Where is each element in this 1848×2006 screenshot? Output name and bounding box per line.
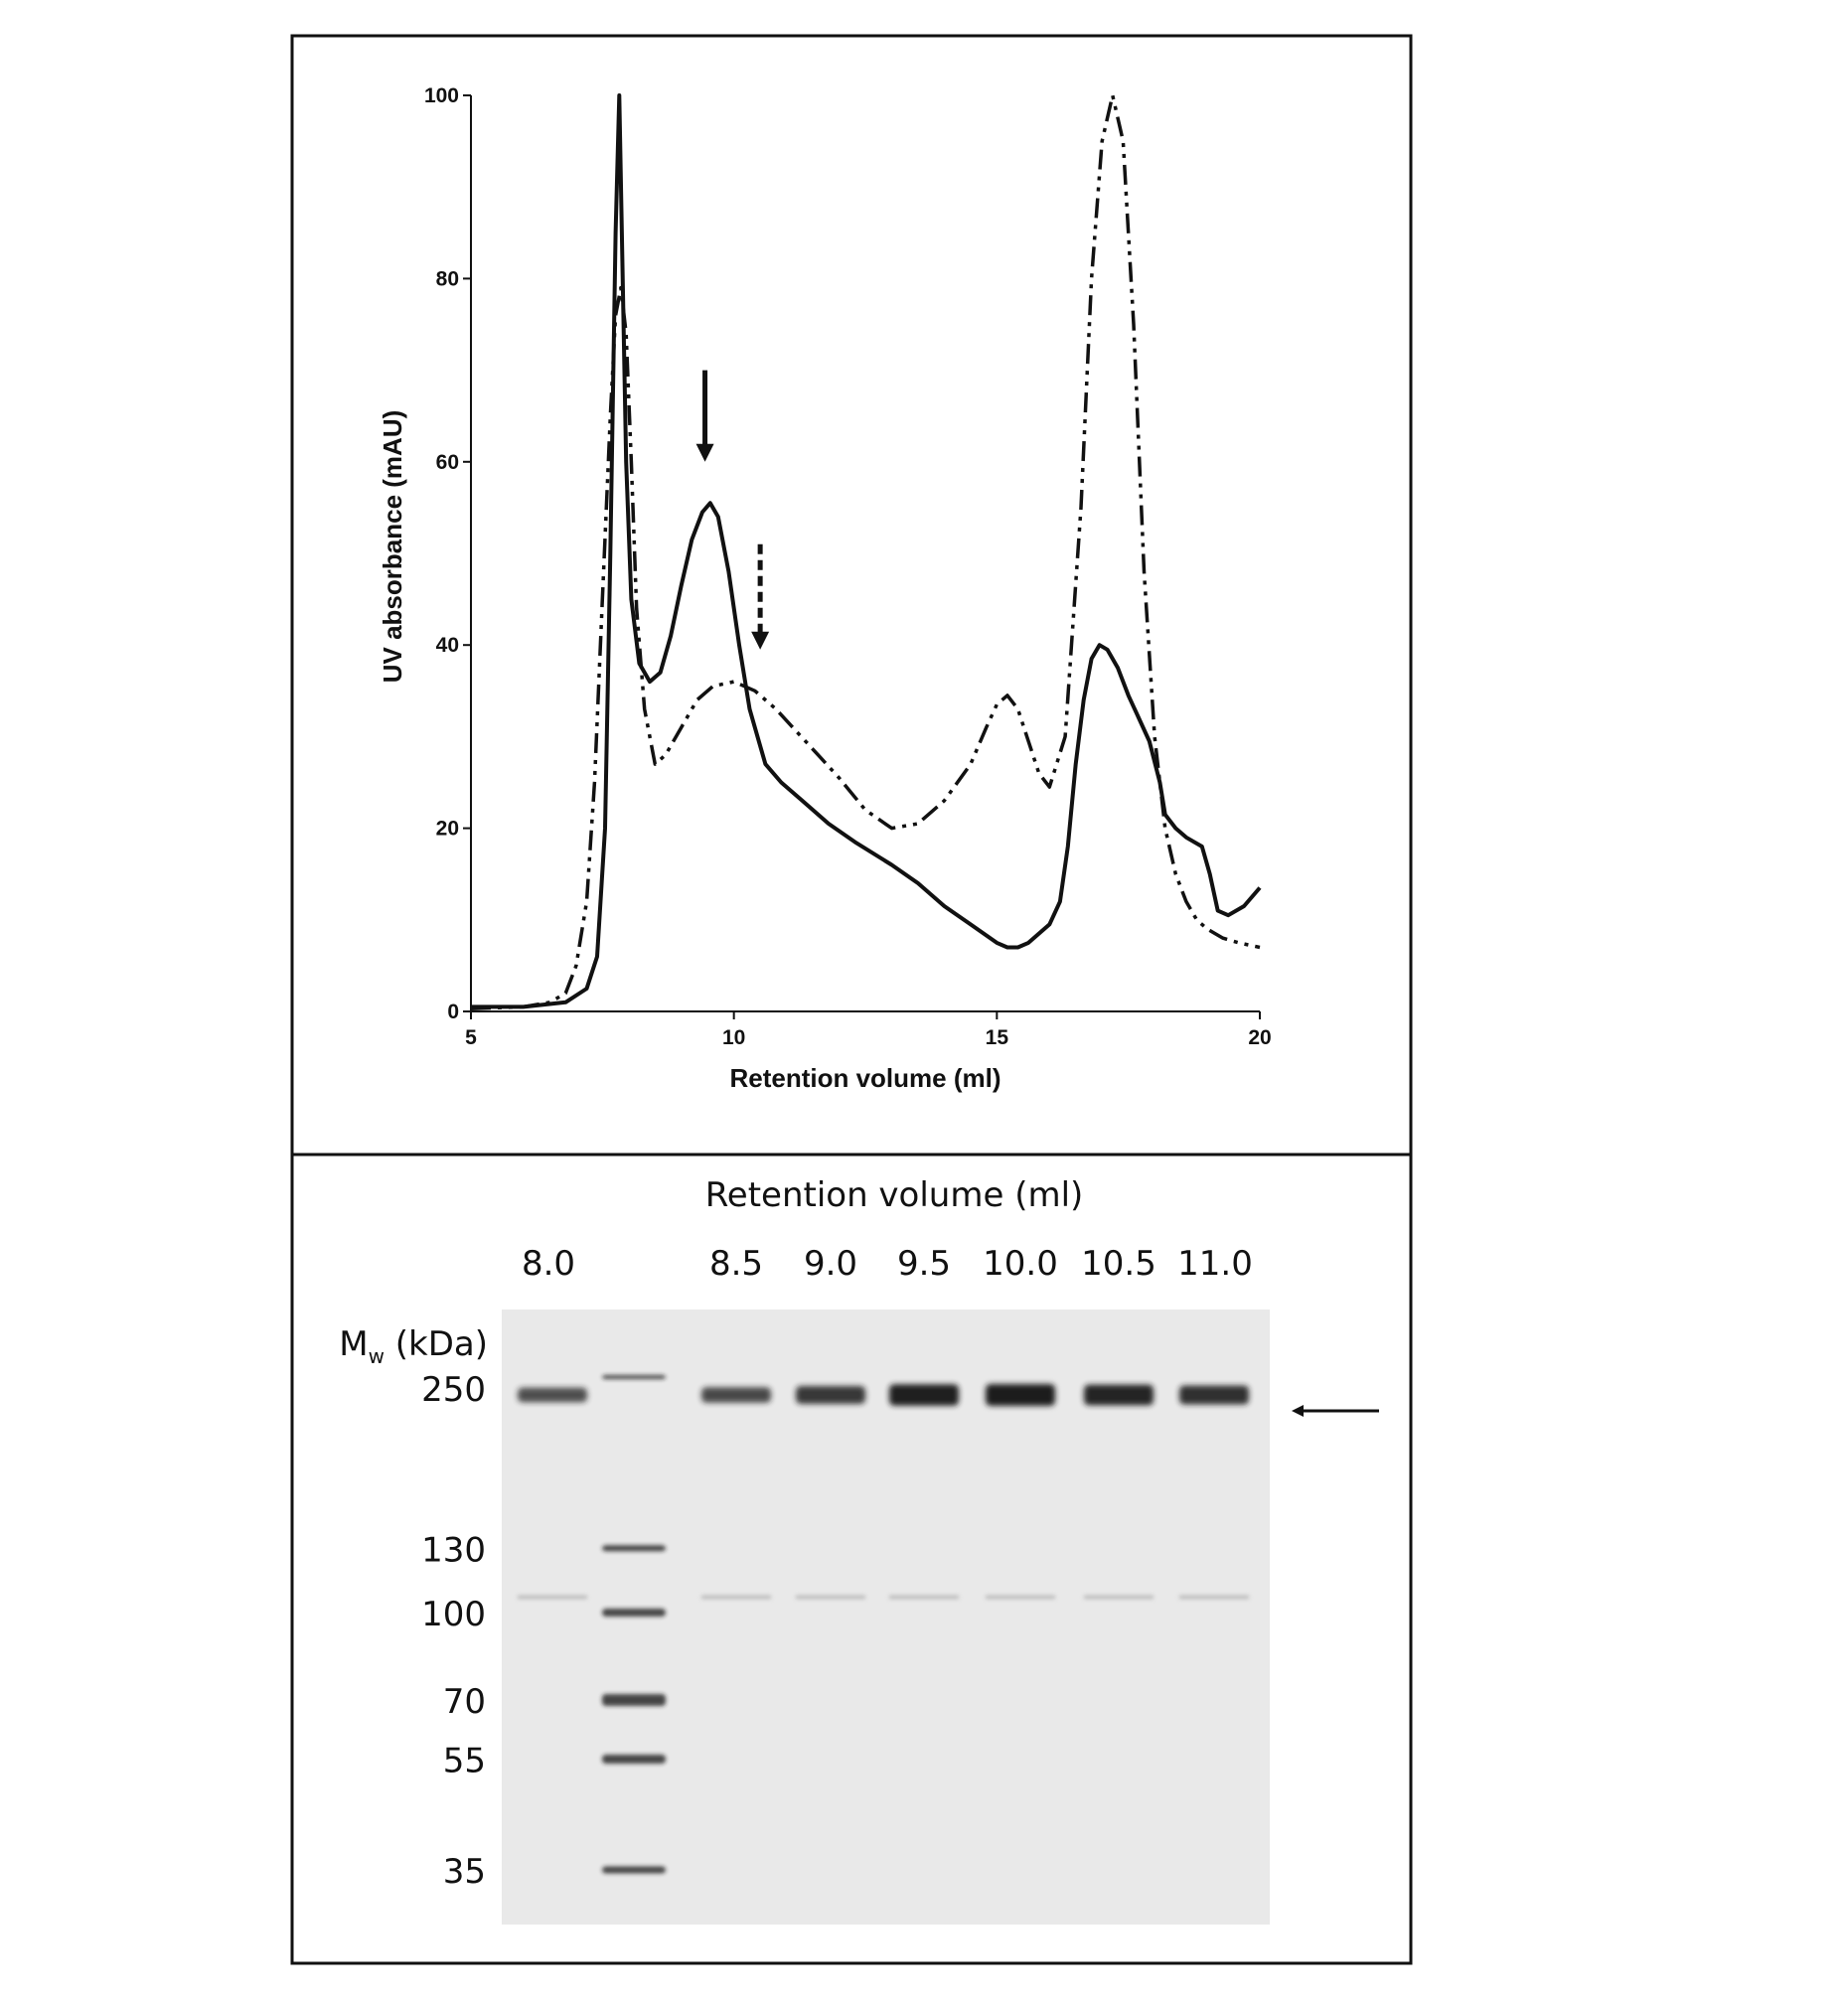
faint-band [518,1596,587,1599]
gel-lane-label: 8.5 [709,1244,763,1284]
sample-band [889,1384,959,1406]
faint-band [1179,1596,1249,1599]
gel-marker-labels: 250 130 100 70 55 35 [421,1370,486,1892]
sample-band [518,1387,587,1403]
gel-lane-label: 10.0 [983,1244,1058,1284]
faint-band [1084,1596,1154,1599]
gel-marker-label: 55 [443,1742,486,1781]
gel-lane-labels: 8.0 8.5 9.0 9.5 10.0 10.5 11.0 [522,1244,1253,1284]
gel-lane-label: 10.5 [1081,1244,1156,1284]
mw-label-unit: (kDa) [385,1324,488,1364]
chromatogram-chart: 0 20 40 60 80 100 5 10 15 20 Retention volume (m… [378,84,1272,1093]
y-tick-label: 60 [436,451,459,474]
ladder-band [602,1755,666,1765]
gel-panel-border [290,1153,1413,1965]
sample-band [796,1386,865,1404]
gel-title: Retention volume (ml) [705,1175,1084,1215]
faint-band [889,1596,959,1599]
ladder-band [602,1545,666,1552]
gel-marker-label: 35 [443,1852,486,1892]
x-axis-title: Retention volume (ml) [729,1063,1001,1093]
ladder-band [602,1375,666,1379]
series-group [470,93,1262,1010]
x-ticks: 5 10 15 20 [465,1011,1272,1049]
gel-lane-label: 8.0 [522,1244,575,1284]
mw-label-main: M [339,1324,368,1364]
faint-band [701,1596,771,1599]
sample-band [1084,1384,1154,1406]
y-tick-label: 40 [436,634,459,657]
y-tick-label: 20 [436,818,459,841]
y-tick-label: 100 [424,84,459,107]
arrow-head [751,631,770,650]
x-tick-label: 15 [986,1026,1009,1049]
sample-band [1179,1385,1249,1405]
gel-lane-label: 9.0 [804,1244,857,1284]
gel-lane-label: 9.5 [897,1244,951,1284]
ladder-band [602,1609,666,1618]
mw-label-sub: w [369,1344,385,1368]
ladder-band [602,1866,666,1874]
chart-panel-border [290,34,1413,1157]
y-ticks: 0 20 40 60 80 100 [424,84,471,1023]
annotation-group [695,370,770,650]
sample-band [986,1384,1055,1406]
x-tick-label: 5 [465,1026,477,1049]
gel-marker-label: 70 [443,1682,486,1722]
series-line-dash-dot-dot [470,93,1261,1010]
gel-ladder [602,1375,666,1874]
gel-lane-label: 11.0 [1177,1244,1253,1284]
gel-marker-label: 130 [421,1530,486,1570]
sample-band [701,1387,771,1403]
faint-band [986,1596,1055,1599]
mw-label: Mw (kDa) [339,1324,488,1368]
gel-marker-label: 100 [421,1595,486,1634]
arrow-head [695,443,714,462]
gel-background [502,1310,1270,1925]
faint-band [796,1596,865,1599]
y-axis-title: UV absorbance (mAU) [378,410,407,684]
series-line-solid [471,93,1262,1009]
ladder-band [602,1694,666,1707]
gel-image: Retention volume (ml) Mw (kDa) 8.0 8.5 9.0… [339,1175,1379,1925]
y-tick-label: 80 [436,267,459,290]
y-tick-label: 0 [447,1001,459,1023]
x-tick-label: 20 [1248,1026,1271,1049]
x-tick-label: 10 [722,1026,745,1049]
gel-bands [518,1384,1249,1599]
gel-marker-label: 250 [421,1370,486,1410]
